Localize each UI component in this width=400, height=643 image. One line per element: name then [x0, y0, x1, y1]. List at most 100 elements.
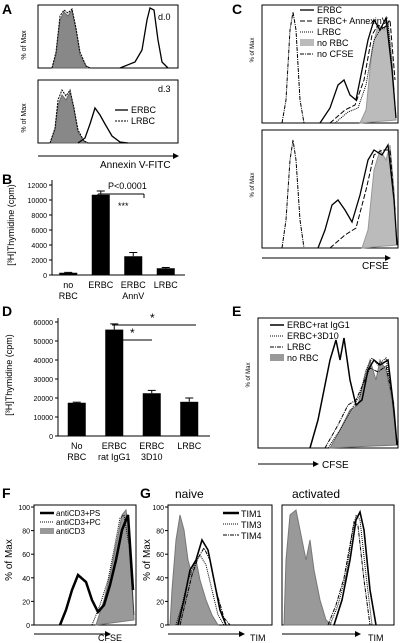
panel-g-legend-tim1: TIM1: [241, 509, 262, 519]
panel-d: D [³H]Thymidine (cpm) 0 10000 20000 30000 40…: [2, 303, 210, 462]
panel-d-y-tick-label: 60000: [34, 320, 54, 327]
panel-b-y-tick-label: 4000: [31, 243, 47, 250]
panel-b-bar: [156, 268, 175, 275]
panel-c-legend-no-cfse: no CFSE: [317, 49, 354, 59]
panel-b-category-label: LRBC: [154, 280, 179, 290]
panel-d-y-tick-label: 10000: [34, 415, 54, 422]
panel-c-bottom-annexin: [329, 149, 396, 249]
panel-a-top-frame: [37, 4, 179, 69]
panel-b-pvalue: P<0.0001: [108, 181, 147, 191]
panel-a-letter: A: [2, 1, 12, 17]
panel-a-top-label: d.0: [158, 12, 171, 22]
panel-d-y-tick-label: 20000: [34, 396, 54, 403]
panel-d-y-tick-label: 30000: [34, 377, 54, 384]
panel-b-y-tick-label: 6000: [31, 228, 47, 235]
panel-f-y-tick-label: 20: [22, 599, 30, 606]
panel-c-top-no-cfse: [281, 11, 305, 124]
panel-g-activated-tim4: [327, 520, 371, 626]
panel-a-top-ylabel: % of Max: [21, 30, 28, 60]
panel-d-bar: [180, 401, 199, 436]
panel-b-y-tick-label: 8000: [31, 213, 47, 220]
panel-e-legend-no-rbc-swatch: [270, 354, 284, 361]
panel-b-category-label-2: AnnV: [122, 291, 144, 301]
panel-f-letter: F: [2, 485, 11, 501]
panel-f-xlabel: CFSE: [98, 633, 122, 643]
panel-g-y-tick-label: 40: [156, 576, 164, 583]
panel-c-xlabel: CFSE: [362, 261, 389, 272]
panel-e-ylabel: % of Max: [246, 362, 252, 387]
panel-e: E % of Max ERBC+rat IgG1 ERBC+3D10 LRBC …: [232, 303, 399, 471]
panel-b-y-tick-label: 2000: [31, 258, 47, 265]
panel-f-frame: [33, 504, 137, 626]
panel-b-category-label: ERBC: [88, 280, 114, 290]
panel-d-bar: [142, 393, 161, 436]
panel-d-category-label: No: [71, 441, 83, 451]
panel-f-legend-anticd3: antiCD3: [56, 527, 85, 536]
panel-c-legend-annexin: ERBC+ AnnexinV: [317, 16, 388, 26]
panel-g: G naive activated % of Max 020406080100 …: [140, 485, 395, 643]
panel-c-legend-no-rbc-swatch: [300, 39, 314, 46]
panel-d-category-label: ERBC: [102, 441, 128, 451]
panel-e-legend-igg1: ERBC+rat IgG1: [287, 320, 350, 330]
panel-e-legend-lrbc: LRBC: [287, 342, 312, 352]
panel-c-top-ylabel: % of Max: [250, 37, 256, 62]
panel-g-y-tick-label: 0: [160, 623, 164, 630]
panel-d-y-ticks: 0 10000 20000 30000 40000 50000 60000: [34, 320, 58, 441]
panel-d-category-label-2: 3D10: [141, 452, 163, 462]
panel-e-legend-no-rbc: no RBC: [287, 353, 319, 363]
panel-a-top-gray-histogram: [51, 8, 91, 69]
panel-d-letter: D: [2, 303, 12, 319]
panel-a-top-erbc-curve: [119, 7, 169, 69]
panel-b-bar: [91, 194, 110, 275]
panel-f-ylabel: % of Max: [4, 539, 15, 581]
panel-f-ps: [58, 514, 135, 626]
panel-f-y-tick-label: 80: [22, 529, 30, 536]
panel-d-category-label-2: RBC: [67, 452, 87, 462]
panel-a-legend-erbc: ERBC: [131, 105, 157, 115]
panel-d-bars: [67, 323, 199, 436]
panel-c-legend-lrbc: LRBC: [317, 27, 342, 37]
panel-d-category-label-2: rat IgG1: [98, 452, 131, 462]
panel-g-letter: G: [140, 485, 151, 501]
panel-a-bottom-ylabel: % of Max: [21, 103, 28, 133]
panel-b-bars: [59, 190, 175, 275]
panel-a-top-lrbc-curve: [51, 7, 91, 69]
panel-a-bottom-label: d.3: [158, 84, 171, 94]
panel-f-y-tick-label: 0: [26, 623, 30, 630]
panel-b-stars: ***: [118, 201, 129, 211]
panel-g-activated-tim3: [329, 513, 373, 626]
panel-c-bottom-no-cfse: [281, 139, 305, 249]
panel-g-y-tick-label: 80: [156, 529, 164, 536]
panel-c-legend-no-rbc: no RBC: [317, 38, 349, 48]
panel-a: A % of Max % of Max d.0 d.3 ERBC LRBC An…: [2, 1, 179, 171]
panel-c-letter: C: [232, 1, 242, 17]
panel-b-letter: B: [2, 171, 12, 187]
panel-g-naive-frame: [167, 504, 273, 626]
panel-d-ylabel: [³H]Thymidine (cpm): [4, 334, 14, 416]
panel-c-top-erbc: [319, 15, 397, 124]
panel-b-y-tick-label: 0: [43, 273, 47, 280]
panel-g-activated-title: activated: [292, 487, 340, 501]
panel-b-y-tick-label: 10000: [28, 198, 48, 205]
panel-a-bottom-gray-histogram: [49, 90, 89, 144]
panel-g-naive-xlabel: TIM: [250, 633, 266, 643]
panel-b-y-ticks: 0 2000 4000 6000 8000 10000 12000: [28, 183, 52, 280]
panel-f-legend-ps: antiCD3+PS: [56, 509, 100, 518]
panel-b-y-tick-label: 12000: [28, 183, 48, 190]
panel-a-bottom-erbc-curve: [77, 106, 129, 144]
panel-g-ylabel: % of Max: [142, 539, 153, 581]
panel-a-bottom-frame: [37, 79, 179, 144]
panel-e-no-rbc: [329, 358, 398, 449]
panel-b-bar: [124, 256, 143, 275]
panel-e-xlabel: CFSE: [322, 460, 349, 471]
panel-g-y-tick-label: 100: [152, 505, 164, 512]
panel-e-lrbc: [324, 365, 395, 449]
panel-c-bottom-ylabel: % of Max: [250, 172, 256, 197]
panel-e-3d10: [327, 357, 398, 449]
panel-b-category-label: ERBC: [121, 280, 147, 290]
panel-d-bar: [67, 402, 86, 436]
panel-c-top-annexin: [329, 18, 396, 124]
panel-d-y-tick-label: 40000: [34, 358, 54, 365]
